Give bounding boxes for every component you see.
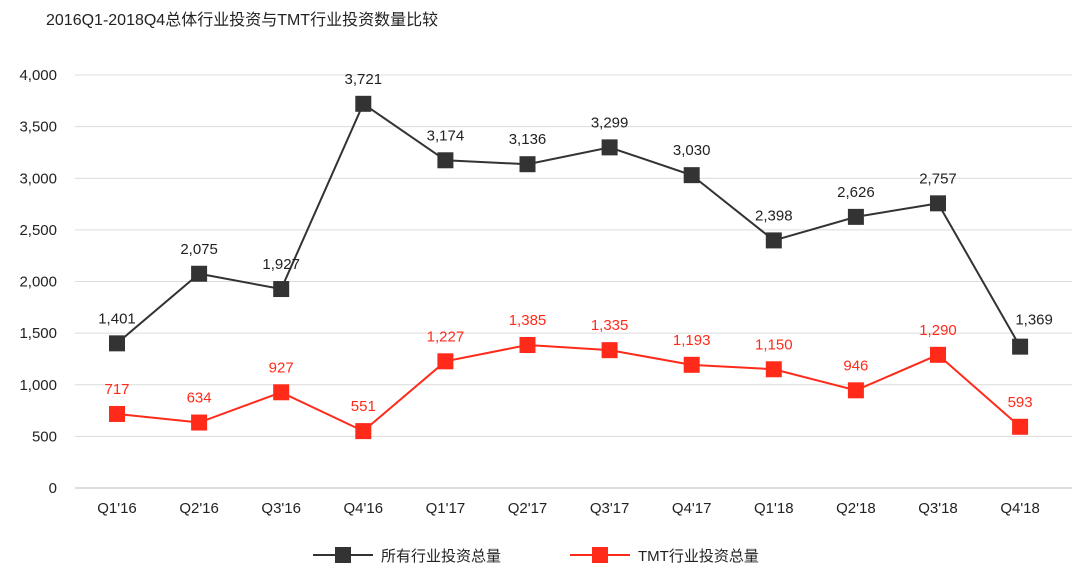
data-label: 1,385 bbox=[509, 312, 547, 329]
data-point-marker bbox=[109, 335, 125, 352]
data-point-marker bbox=[355, 95, 372, 112]
data-label: 3,174 bbox=[427, 127, 465, 144]
data-point-marker bbox=[601, 139, 618, 156]
data-point-marker bbox=[519, 156, 536, 173]
data-label: 717 bbox=[104, 381, 129, 398]
data-point-marker bbox=[273, 281, 290, 298]
data-point-marker bbox=[437, 353, 454, 370]
y-axis-tick-labels: 0 500 1,000 1,500 2,000 2,500 3,000 3,500 4,000 bbox=[19, 67, 57, 497]
x-tick-label: Q3'17 bbox=[590, 500, 630, 517]
y-tick-label: 2,500 bbox=[19, 222, 57, 239]
y-tick-label: 0 bbox=[49, 480, 57, 497]
y-tick-label: 1,000 bbox=[19, 377, 57, 394]
data-label: 1,927 bbox=[262, 256, 300, 273]
data-point-marker bbox=[355, 423, 372, 440]
x-tick-label: Q3'16 bbox=[261, 500, 301, 517]
data-label: 2,757 bbox=[919, 170, 957, 187]
data-labels: 1,401 2,075 1,927 3,721 3,174 3,136 3,299 3,030… bbox=[98, 71, 1053, 415]
x-tick-label: Q2'18 bbox=[836, 500, 876, 517]
data-point-marker bbox=[765, 361, 782, 378]
data-label: 2,626 bbox=[837, 184, 875, 201]
data-label: 1,193 bbox=[673, 332, 711, 349]
data-point-marker bbox=[847, 208, 864, 225]
legend-item: 所有行业投资总量 bbox=[313, 547, 501, 565]
data-label: 946 bbox=[843, 357, 868, 374]
grid-lines bbox=[75, 74, 1072, 489]
data-point-marker bbox=[437, 152, 454, 169]
x-tick-label: Q2'16 bbox=[179, 500, 219, 517]
x-tick-label: Q1'17 bbox=[426, 500, 466, 517]
data-point-marker bbox=[601, 342, 618, 359]
data-point-marker bbox=[109, 405, 125, 422]
data-point-marker bbox=[683, 167, 700, 184]
data-point-marker bbox=[273, 384, 290, 401]
y-tick-label: 500 bbox=[32, 428, 57, 445]
data-label: 1,335 bbox=[591, 317, 629, 334]
legend-item: TMT行业投资总量 bbox=[570, 547, 759, 565]
data-label: 3,299 bbox=[591, 114, 629, 131]
data-label: 1,401 bbox=[98, 310, 136, 327]
data-point-marker bbox=[847, 382, 864, 399]
data-point-marker bbox=[930, 195, 946, 212]
data-point-marker bbox=[765, 232, 782, 249]
data-label: 1,227 bbox=[427, 328, 465, 345]
data-label: 1,369 bbox=[1015, 312, 1053, 329]
data-label: 2,398 bbox=[755, 207, 793, 224]
legend: 所有行业投资总量 TMT行业投资总量 bbox=[313, 547, 759, 565]
data-label: 2,075 bbox=[180, 241, 218, 258]
legend-marker bbox=[335, 547, 351, 563]
legend-marker bbox=[592, 547, 608, 563]
data-label: 3,721 bbox=[345, 71, 383, 88]
data-point-marker bbox=[683, 356, 700, 373]
data-point-marker bbox=[1012, 418, 1029, 435]
x-tick-label: Q2'17 bbox=[508, 500, 548, 517]
data-label: 1,150 bbox=[755, 336, 793, 353]
data-label: 593 bbox=[1008, 394, 1033, 411]
x-tick-label: Q1'18 bbox=[754, 500, 794, 517]
data-label: 3,030 bbox=[673, 142, 711, 159]
data-label: 551 bbox=[351, 398, 376, 415]
series-line bbox=[116, 102, 1021, 348]
y-tick-label: 3,000 bbox=[19, 170, 57, 187]
series-group bbox=[109, 95, 1029, 440]
data-point-marker bbox=[930, 346, 946, 363]
data-point-marker bbox=[519, 336, 536, 353]
x-tick-label: Q3'18 bbox=[918, 500, 958, 517]
y-tick-label: 3,500 bbox=[19, 119, 57, 136]
data-label: 1,290 bbox=[919, 322, 957, 339]
legend-label: TMT行业投资总量 bbox=[638, 548, 759, 565]
y-tick-label: 2,000 bbox=[19, 274, 57, 291]
y-tick-label: 1,500 bbox=[19, 325, 57, 342]
data-label: 927 bbox=[269, 359, 294, 376]
data-point-marker bbox=[191, 414, 208, 431]
chart-title: 2016Q1-2018Q4总体行业投资与TMT行业投资数量比较 bbox=[46, 12, 439, 29]
data-label: 634 bbox=[187, 390, 212, 407]
x-tick-label: Q1'16 bbox=[97, 500, 137, 517]
x-tick-label: Q4'18 bbox=[1000, 500, 1040, 517]
x-tick-label: Q4'17 bbox=[672, 500, 712, 517]
data-label: 3,136 bbox=[509, 131, 547, 148]
x-tick-label: Q4'16 bbox=[344, 500, 384, 517]
y-tick-label: 4,000 bbox=[19, 67, 57, 84]
series-line bbox=[116, 343, 1021, 433]
legend-label: 所有行业投资总量 bbox=[381, 548, 501, 565]
data-point-marker bbox=[191, 265, 208, 282]
x-axis-tick-labels: Q1'16 Q2'16 Q3'16 Q4'16 Q1'17 Q2'17 Q3'17 Q4'17… bbox=[97, 500, 1040, 517]
data-point-marker bbox=[1012, 338, 1029, 355]
